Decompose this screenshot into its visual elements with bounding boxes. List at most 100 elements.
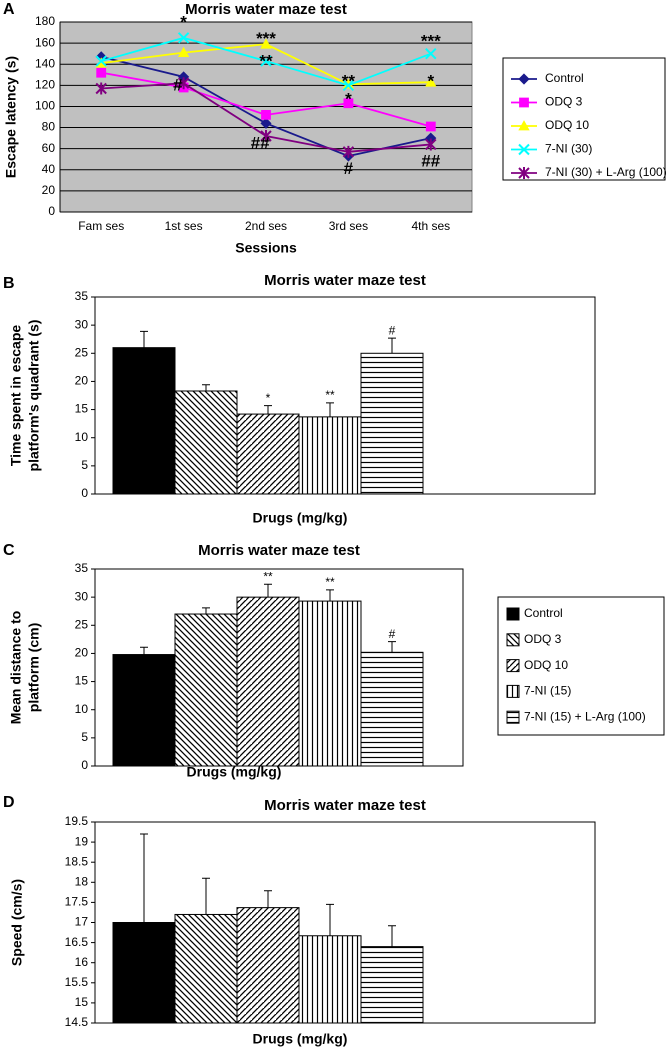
y-tick-label: 14.5: [65, 1015, 89, 1029]
panel-letter: B: [3, 275, 15, 292]
y-tick-label: 5: [81, 458, 88, 472]
y-tick-label: 15: [75, 402, 89, 416]
y-tick-label: 0: [81, 758, 88, 772]
y-tick-label: 60: [42, 141, 56, 155]
data-point: [425, 138, 437, 151]
legend-label: 7-NI (30): [545, 142, 592, 156]
data-point: [343, 98, 354, 109]
error-bar: [140, 330, 148, 348]
legend-label: Control: [545, 71, 584, 85]
y-tick-label: 0: [81, 486, 88, 500]
legend-marker: [518, 143, 530, 156]
y-tick-label: 17.5: [65, 895, 89, 909]
x-tick-label: 1st ses: [165, 219, 203, 233]
data-point: [95, 55, 107, 67]
x-tick-label: Fam ses: [78, 219, 124, 233]
legend-label: 7-NI (30) + L-Arg (100): [545, 165, 667, 179]
data-point: [425, 76, 437, 87]
data-point: [260, 130, 272, 142]
error-bar: [388, 641, 396, 653]
legend-swatch: [506, 659, 520, 673]
data-point: [425, 47, 437, 60]
data-point: [342, 145, 355, 158]
legend-label: ODQ 3: [524, 632, 562, 646]
y-tick-label: 16.5: [65, 935, 89, 949]
y-tick-label: 19: [75, 834, 89, 848]
data-point: [260, 55, 272, 67]
y-tick-label: 18.5: [65, 854, 89, 868]
error-bar: [202, 877, 210, 915]
annotation: **: [259, 51, 273, 70]
x-axis-label: Drugs (mg/kg): [187, 764, 282, 780]
bar: [236, 596, 300, 767]
x-tick-label: 2nd ses: [245, 219, 287, 233]
y-tick-label: 30: [75, 317, 89, 331]
y-tick-label: 0: [48, 204, 55, 218]
annotation: *: [180, 12, 187, 31]
y-tick-label: 10: [75, 702, 89, 716]
y-tick-label: 17: [75, 915, 89, 929]
error-bar: [326, 903, 334, 936]
y-tick-label: 20: [75, 374, 89, 388]
bar: [112, 347, 176, 495]
x-axis-label: Drugs (mg/kg): [253, 510, 348, 526]
y-tick-label: 140: [35, 56, 55, 70]
significance-label: *: [266, 391, 271, 405]
y-axis-label: platform's quadrant (s): [26, 320, 42, 472]
x-tick-label: 3rd ses: [329, 219, 368, 233]
y-axis-label: Time spent in escape: [8, 325, 24, 467]
y-axis-label: Speed (cm/s): [9, 879, 25, 966]
panel-letter: A: [3, 1, 15, 18]
bar: [112, 654, 176, 767]
bar: [298, 935, 362, 1024]
bar: [174, 390, 238, 495]
error-bar: [388, 925, 396, 947]
error-bar: [264, 583, 272, 598]
legend-marker: [518, 73, 530, 85]
x-tick-label: 4th ses: [411, 219, 450, 233]
panel-letter: C: [3, 542, 15, 559]
y-tick-label: 19.5: [65, 814, 89, 828]
bar: [360, 946, 424, 1024]
legend-label: ODQ 10: [524, 658, 568, 672]
bar: [174, 613, 238, 767]
legend-swatch: [506, 607, 520, 621]
significance-label: **: [325, 388, 335, 402]
y-tick-label: 30: [75, 589, 89, 603]
error-bar: [202, 384, 210, 391]
legend-marker: [519, 97, 529, 108]
y-axis-label: Mean distance to: [8, 611, 24, 725]
significance-label: **: [325, 575, 335, 589]
legend-swatch: [506, 710, 520, 724]
x-axis-label: Sessions: [235, 240, 297, 256]
legend-label: 7-NI (15) + L-Arg (100): [524, 709, 646, 723]
y-tick-label: 18: [75, 874, 89, 888]
y-axis-label: Escape latency (s): [3, 56, 19, 178]
legend-label: 7-NI (15): [524, 684, 571, 698]
y-tick-label: 25: [75, 345, 89, 359]
chart-title: Morris water maze test: [185, 1, 347, 18]
panel-letter: D: [3, 794, 15, 811]
error-bar: [264, 890, 272, 908]
y-tick-label: 16: [75, 955, 89, 969]
bar: [298, 416, 362, 495]
legend-label: Control: [524, 606, 563, 620]
y-tick-label: 35: [75, 561, 89, 575]
y-tick-label: 160: [35, 35, 55, 49]
annotation: ***: [256, 29, 276, 48]
data-point: [260, 38, 272, 49]
legend-marker: [518, 120, 530, 131]
annotation: ##: [251, 134, 270, 153]
data-point: [95, 82, 107, 95]
x-axis-label: Drugs (mg/kg): [253, 1031, 348, 1047]
annotation: #: [173, 76, 183, 95]
data-point: [261, 109, 271, 120]
y-tick-label: 15.5: [65, 975, 89, 989]
data-point: [342, 79, 355, 92]
legend-label: ODQ 10: [545, 118, 589, 132]
legend-swatch: [506, 633, 520, 647]
error-bar: [264, 405, 272, 415]
bar: [360, 352, 424, 495]
annotation: ***: [421, 31, 441, 50]
